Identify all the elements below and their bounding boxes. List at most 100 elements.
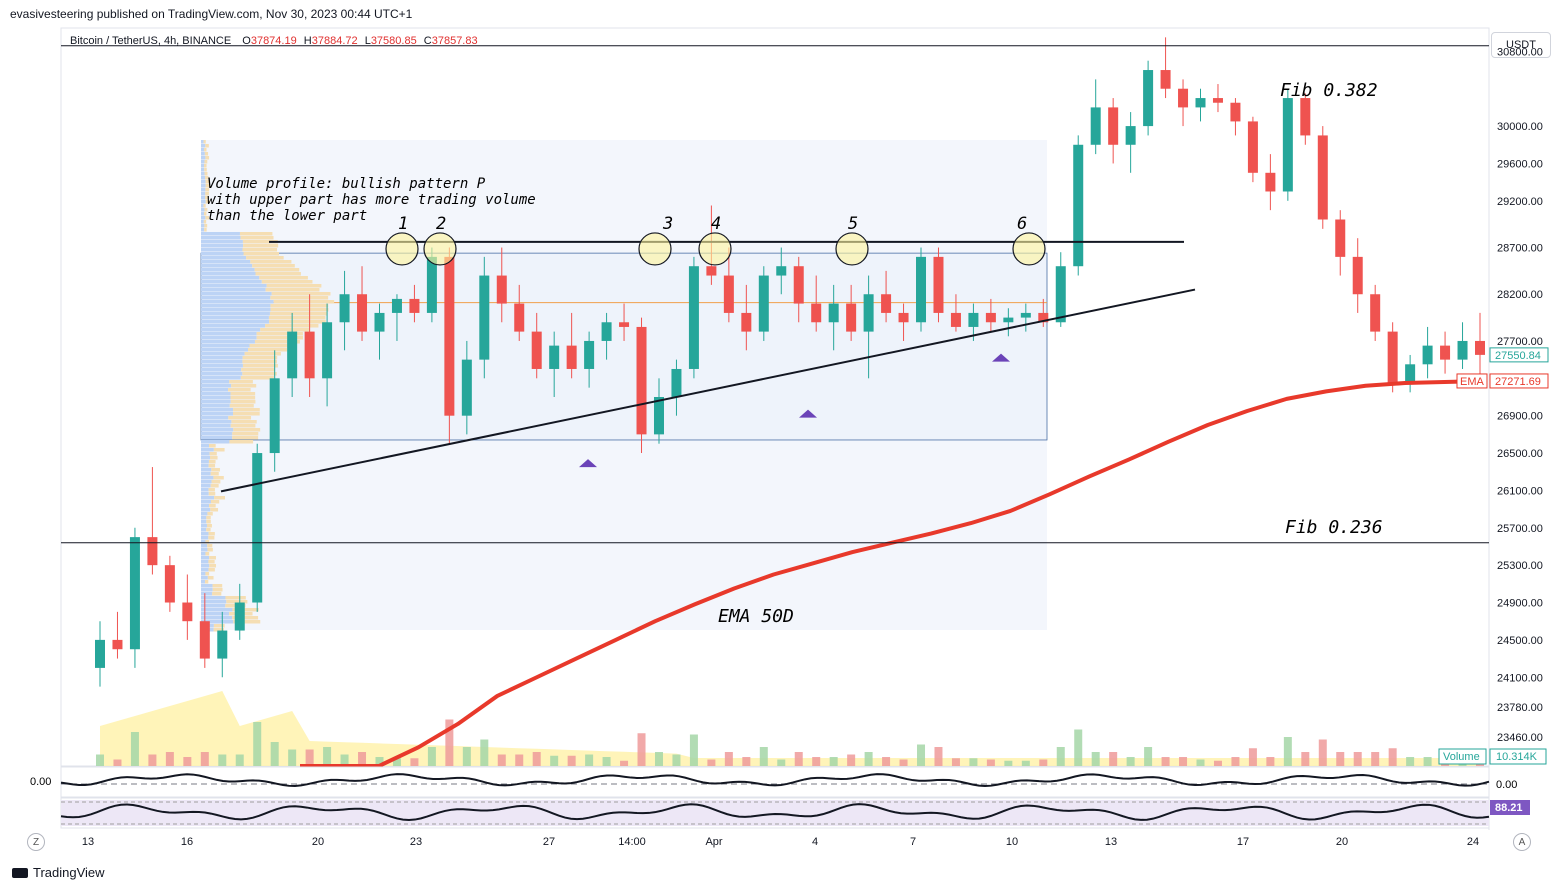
- low-value: 37580.85: [371, 35, 417, 47]
- vp-bar-upper: [209, 564, 216, 568]
- time-tick-label: 14:00: [618, 836, 646, 848]
- vp-bar-upper: [210, 452, 217, 456]
- candle-body: [1073, 145, 1083, 266]
- vp-bar-upper: [228, 416, 251, 420]
- vp-bar: [201, 408, 233, 412]
- vp-bar-upper: [206, 528, 210, 532]
- vp-bar-upper: [209, 488, 215, 492]
- close-label: C: [424, 35, 432, 47]
- vp-bar-upper: [204, 204, 206, 208]
- candle-body: [462, 360, 472, 416]
- vp-bar: [201, 316, 269, 320]
- candle-body: [951, 313, 961, 327]
- volume-bar: [760, 747, 768, 766]
- vp-bar: [201, 260, 250, 264]
- vp-bar: [201, 340, 255, 344]
- volume-bar: [672, 755, 680, 767]
- volume-bar: [865, 752, 873, 766]
- candle-body: [794, 266, 804, 303]
- vp-bar: [201, 584, 213, 588]
- vp-bar-upper: [250, 344, 290, 348]
- oscillator-right-label: 0.00: [1496, 779, 1517, 791]
- touch-circle: [639, 233, 671, 265]
- vp-bar-upper: [252, 264, 295, 268]
- candle-body: [881, 294, 891, 313]
- vp-bar: [201, 196, 205, 200]
- time-tick-label: 16: [181, 836, 193, 848]
- candle-body: [1335, 220, 1345, 257]
- vp-bar-upper: [208, 576, 214, 580]
- ema-label: EMA 50D: [718, 606, 794, 627]
- volume-bar: [1284, 737, 1292, 766]
- volume-bar: [742, 757, 750, 766]
- vp-bar-upper: [232, 436, 258, 440]
- vp-bar-upper: [271, 308, 329, 312]
- vp-bar-upper: [229, 440, 253, 444]
- volume-value: 10.314K: [1496, 751, 1538, 763]
- candle-body: [776, 266, 786, 275]
- vp-bar: [201, 328, 260, 332]
- candle-body: [1126, 126, 1136, 145]
- vp-bar: [201, 148, 204, 152]
- timezone-button[interactable]: Z: [27, 833, 45, 851]
- vp-bar: [201, 372, 242, 376]
- vp-bar: [201, 452, 210, 456]
- vp-bar-upper: [231, 392, 256, 396]
- candle-body: [182, 603, 192, 622]
- vp-bar-upper: [211, 472, 219, 476]
- symbol-legend[interactable]: Bitcoin / TetherUS, 4h, BINANCE O37874.1…: [70, 35, 478, 47]
- vp-bar: [201, 236, 241, 240]
- time-axis[interactable]: 13 16 20 23 27 14:00 Apr 4 7 10 13 17 20 24: [82, 836, 1479, 848]
- vp-bar: [201, 616, 232, 620]
- tradingview-brand: TradingView: [33, 865, 105, 880]
- vp-bar: [201, 264, 252, 268]
- vp-bar-upper: [250, 260, 291, 264]
- auto-scale-button[interactable]: A: [1513, 833, 1531, 851]
- vp-bar: [201, 156, 205, 160]
- candle-body: [427, 257, 437, 313]
- time-tick-label: 20: [312, 836, 324, 848]
- vp-bar-upper: [213, 476, 223, 480]
- vp-bar-upper: [205, 152, 208, 156]
- volume-bar: [131, 732, 139, 766]
- candle-body: [322, 322, 332, 378]
- volume-bar: [480, 740, 488, 767]
- high-label: H: [304, 35, 312, 47]
- vp-bar-upper: [230, 404, 254, 408]
- volume-bar: [1127, 757, 1135, 766]
- vp-bar: [201, 516, 206, 520]
- candle-body: [112, 640, 122, 649]
- vp-bar-upper: [206, 516, 210, 520]
- vp-bar: [201, 216, 205, 220]
- vp-bar: [201, 200, 206, 204]
- vp-bar: [201, 436, 232, 440]
- tradingview-logo[interactable]: TradingView: [12, 865, 105, 880]
- price-tick-label: 24100.00: [1497, 672, 1543, 684]
- vp-bar-upper: [210, 456, 218, 460]
- vp-bar-upper: [211, 500, 219, 504]
- time-tick-label: 23: [410, 836, 422, 848]
- candle-body: [1143, 70, 1153, 126]
- rsi-value: 88.21: [1495, 802, 1523, 814]
- currency-button[interactable]: USDT: [1491, 32, 1551, 58]
- volume-bar: [812, 757, 820, 766]
- candle-body: [1475, 341, 1485, 355]
- vp-bar: [201, 576, 208, 580]
- volume-bar: [1109, 752, 1117, 766]
- vp-bar: [201, 472, 211, 476]
- vp-bar-upper: [208, 560, 214, 564]
- volume-bar: [725, 752, 733, 766]
- candle-body: [340, 294, 350, 322]
- price-axis[interactable]: 30800.00 30000.00 29600.00 29200.00 28700.00…: [1497, 46, 1543, 744]
- volume-bar: [1144, 747, 1152, 766]
- vp-bar: [201, 224, 204, 228]
- vp-bar: [201, 580, 205, 584]
- candle-body: [497, 276, 507, 304]
- open-value: 37874.19: [251, 35, 297, 47]
- volume-bar: [1354, 752, 1362, 766]
- volume-bar: [236, 755, 244, 767]
- vp-bar-upper: [213, 584, 223, 588]
- vp-bar-upper: [229, 380, 253, 384]
- vp-bar: [201, 456, 210, 460]
